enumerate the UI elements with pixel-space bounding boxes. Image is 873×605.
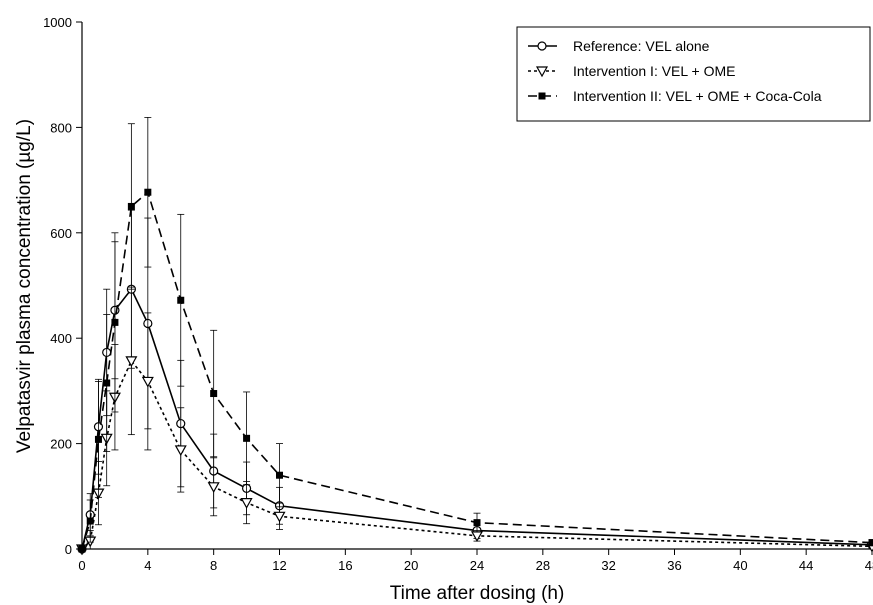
- data-point: [276, 471, 283, 479]
- data-point: [177, 296, 185, 304]
- data-point: [125, 356, 138, 368]
- data-point: [78, 545, 86, 553]
- x-tick-label: 44: [799, 558, 813, 573]
- y-tick-label: 1000: [43, 15, 72, 30]
- x-tick-label: 40: [733, 558, 747, 573]
- series-line: [81, 190, 873, 550]
- data-point: [127, 202, 135, 210]
- legend-label: Intervention I: VEL + OME: [573, 63, 736, 79]
- y-tick-label: 0: [65, 542, 72, 557]
- y-tick-label: 800: [50, 120, 72, 135]
- legend-item: Intervention II: VEL + OME + Coca-Cola: [528, 88, 822, 104]
- x-tick-label: 4: [144, 558, 151, 573]
- y-axis-title: Velpatasvir plasma concentration (µg/L): [14, 119, 35, 453]
- series-layer: [75, 116, 873, 556]
- data-point: [273, 511, 286, 523]
- series-line: [81, 287, 873, 550]
- legend-label: Reference: VEL alone: [573, 38, 710, 54]
- x-tick-label: 28: [536, 558, 550, 573]
- x-tick-label: 48: [865, 558, 873, 573]
- legend-marker: [538, 92, 546, 100]
- legend-item: Reference: VEL alone: [528, 38, 710, 54]
- x-tick-label: 24: [470, 558, 484, 573]
- series-2: [75, 286, 873, 556]
- data-point: [103, 379, 111, 387]
- y-tick-label: 600: [50, 226, 72, 241]
- series-3: [78, 116, 873, 553]
- data-point: [94, 435, 102, 443]
- data-point: [243, 434, 251, 442]
- data-point: [207, 482, 220, 494]
- x-tick-label: 12: [272, 558, 286, 573]
- data-point: [473, 519, 481, 527]
- legend: Reference: VEL alone Intervention I: VEL …: [516, 26, 871, 122]
- y-axis-ticks: 0 200 400 600 800 1000: [43, 15, 82, 557]
- x-tick-label: 16: [338, 558, 352, 573]
- y-tick-label: 400: [50, 331, 72, 346]
- x-tick-label: 0: [78, 558, 85, 573]
- data-point: [868, 539, 873, 547]
- legend-label: Intervention II: VEL + OME + Coca-Cola: [573, 88, 822, 104]
- y-tick-label: 200: [50, 437, 72, 452]
- data-point: [111, 318, 119, 326]
- x-tick-label: 8: [210, 558, 217, 573]
- legend-item: Intervention I: VEL + OME: [528, 63, 736, 79]
- data-point: [470, 531, 484, 543]
- legend-marker: [535, 66, 549, 78]
- x-tick-label: 36: [667, 558, 681, 573]
- data-point: [144, 188, 152, 196]
- data-point: [86, 517, 94, 525]
- x-axis-ticks: 04812162024283236404448: [78, 549, 873, 573]
- series-1: [77, 209, 873, 554]
- data-point: [240, 498, 253, 509]
- data-point: [174, 445, 187, 457]
- legend-marker: [537, 41, 547, 51]
- x-tick-label: 32: [601, 558, 615, 573]
- x-axis-title: Time after dosing (h): [390, 583, 565, 604]
- data-point: [210, 390, 218, 398]
- x-tick-label: 20: [404, 558, 418, 573]
- legend-box: [516, 26, 871, 122]
- data-point: [141, 376, 154, 388]
